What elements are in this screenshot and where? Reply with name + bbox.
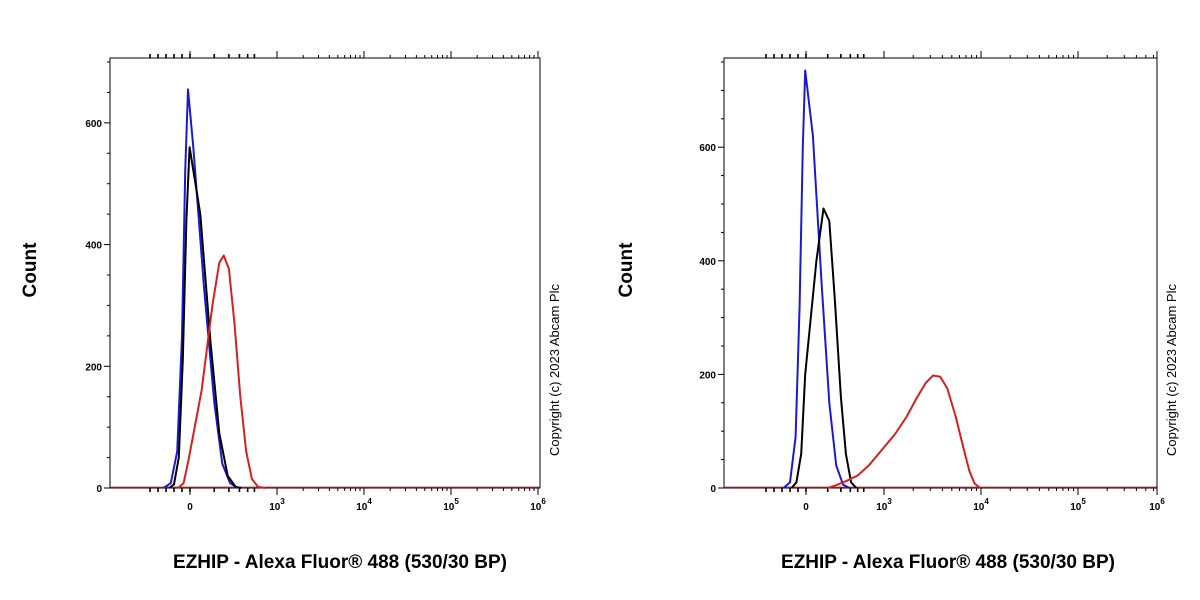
x-tick-label: 103 [876, 497, 892, 513]
y-minor-ticks [718, 61, 724, 489]
histogram-series-1 [782, 69, 850, 489]
x-tick-label: 106 [530, 497, 546, 513]
y-tick-label: 200 [85, 362, 102, 373]
y-tick-label: 0 [710, 484, 716, 495]
x-axis-title: EZHIP - Alexa Fluor® 488 (530/30 BP) [781, 552, 1115, 573]
x-tick-label: 105 [443, 497, 459, 513]
x-tick-label: 104 [356, 497, 372, 513]
y-tick-label: 0 [96, 484, 102, 495]
plot-frame [723, 57, 1158, 489]
x-ticks [765, 51, 1158, 495]
y-tick-label: 400 [85, 241, 102, 252]
y-tick-label: 600 [699, 143, 716, 154]
histogram-series-3 [177, 254, 266, 489]
chart-panel-2: 0 200 400 600 0 103 104 105 106 Count EZHIP - Alex… [616, 51, 1179, 573]
histogram-series-1 [163, 88, 239, 489]
histogram-series-2 [168, 146, 242, 489]
copyright-annotation: Copyright (c) 2023 Abcam Plc [547, 284, 562, 456]
x-ticks [149, 51, 539, 495]
x-tick-label: 106 [1149, 497, 1165, 513]
chart-panel-1: 0 200 400 600 0 103 104 105 106 Count EZHIP - Alex… [20, 51, 562, 573]
copyright-annotation: Copyright (c) 2023 Abcam Plc [1164, 284, 1179, 456]
histogram-series-3 [827, 374, 981, 489]
y-tick-label: 200 [699, 370, 716, 381]
y-minor-ticks [104, 61, 110, 489]
x-tick-label: 105 [1070, 497, 1086, 513]
x-tick-label: 0 [187, 502, 193, 513]
x-tick-label: 104 [973, 497, 989, 513]
y-tick-label: 600 [85, 119, 102, 130]
histogram-series-2 [790, 207, 858, 489]
y-tick-label: 400 [699, 257, 716, 268]
x-axis-title: EZHIP - Alexa Fluor® 488 (530/30 BP) [173, 552, 507, 573]
x-tick-label: 103 [269, 497, 285, 513]
x-tick-label: 0 [803, 502, 809, 513]
y-axis-title: Count [20, 242, 41, 298]
y-axis-title: Count [616, 242, 637, 298]
plot-frame [109, 57, 541, 489]
